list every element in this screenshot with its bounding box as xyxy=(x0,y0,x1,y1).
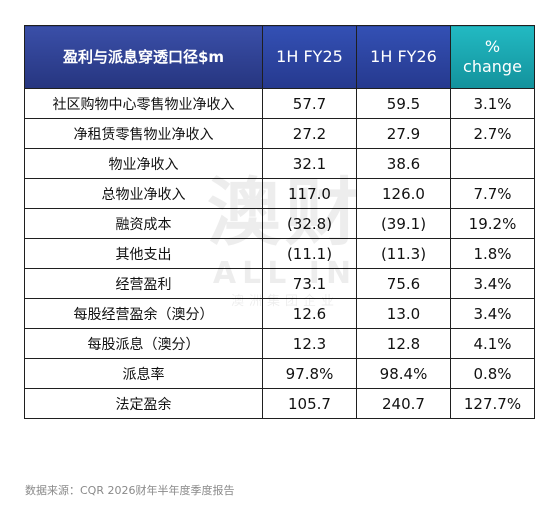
row-change: 4.1% xyxy=(450,328,535,359)
row-metric: 每股派息（澳分） xyxy=(24,328,263,359)
row-metric: 派息率 xyxy=(24,358,263,389)
row-metric: 净租赁零售物业净收入 xyxy=(24,118,263,149)
row-1h-fy25: 117.0 xyxy=(262,178,357,209)
row-1h-fy26: 12.8 xyxy=(356,328,451,359)
table-row: 总物业净收入 117.0 126.0 7.7% xyxy=(24,178,535,209)
header-1h-fy26: 1H FY26 xyxy=(356,25,451,89)
row-1h-fy25: 73.1 xyxy=(262,268,357,299)
row-1h-fy26: 98.4% xyxy=(356,358,451,389)
row-1h-fy25: 32.1 xyxy=(262,148,357,179)
row-change: 1.8% xyxy=(450,238,535,269)
header-metric: 盈利与派息穿透口径$m xyxy=(24,25,263,89)
row-1h-fy25: 12.3 xyxy=(262,328,357,359)
row-metric: 社区购物中心零售物业净收入 xyxy=(24,88,263,119)
row-1h-fy26: 75.6 xyxy=(356,268,451,299)
row-1h-fy26: 126.0 xyxy=(356,178,451,209)
row-1h-fy26: 59.5 xyxy=(356,88,451,119)
row-1h-fy26: 13.0 xyxy=(356,298,451,329)
row-1h-fy26: (11.3) xyxy=(356,238,451,269)
row-1h-fy25: (32.8) xyxy=(262,208,357,239)
row-change: 3.4% xyxy=(450,268,535,299)
table-row: 物业净收入 32.1 38.6 xyxy=(24,148,535,179)
row-change: 3.4% xyxy=(450,298,535,329)
row-1h-fy25: 105.7 xyxy=(262,388,357,419)
data-source-note: 数据来源：CQR 2026财年半年度季度报告 xyxy=(25,484,235,497)
earnings-table-wrapper: 盈利与派息穿透口径$m 1H FY25 1H FY26 % change 社区购… xyxy=(24,25,535,419)
row-change: 3.1% xyxy=(450,88,535,119)
row-1h-fy26: (39.1) xyxy=(356,208,451,239)
header-change-word: change xyxy=(463,57,522,76)
row-1h-fy26: 240.7 xyxy=(356,388,451,419)
table-row: 净租赁零售物业净收入 27.2 27.9 2.7% xyxy=(24,118,535,149)
row-metric: 总物业净收入 xyxy=(24,178,263,209)
row-1h-fy26: 27.9 xyxy=(356,118,451,149)
table-row: 每股经营盈余（澳分） 12.6 13.0 3.4% xyxy=(24,298,535,329)
row-metric: 物业净收入 xyxy=(24,148,263,179)
row-metric: 融资成本 xyxy=(24,208,263,239)
table-row: 派息率 97.8% 98.4% 0.8% xyxy=(24,358,535,389)
earnings-table: 盈利与派息穿透口径$m 1H FY25 1H FY26 % change 社区购… xyxy=(24,25,535,419)
table-row: 经营盈利 73.1 75.6 3.4% xyxy=(24,268,535,299)
table-header-row: 盈利与派息穿透口径$m 1H FY25 1H FY26 % change xyxy=(24,25,535,89)
row-change: 127.7% xyxy=(450,388,535,419)
table-row: 其他支出 (11.1) (11.3) 1.8% xyxy=(24,238,535,269)
row-change xyxy=(450,148,535,179)
row-metric: 每股经营盈余（澳分） xyxy=(24,298,263,329)
row-1h-fy26: 38.6 xyxy=(356,148,451,179)
row-metric: 经营盈利 xyxy=(24,268,263,299)
table-row: 法定盈余 105.7 240.7 127.7% xyxy=(24,388,535,419)
table-row: 融资成本 (32.8) (39.1) 19.2% xyxy=(24,208,535,239)
row-metric: 其他支出 xyxy=(24,238,263,269)
table-row: 社区购物中心零售物业净收入 57.7 59.5 3.1% xyxy=(24,88,535,119)
row-1h-fy25: 97.8% xyxy=(262,358,357,389)
row-1h-fy25: 27.2 xyxy=(262,118,357,149)
table-row: 每股派息（澳分） 12.3 12.8 4.1% xyxy=(24,328,535,359)
row-change: 0.8% xyxy=(450,358,535,389)
row-1h-fy25: 12.6 xyxy=(262,298,357,329)
row-metric: 法定盈余 xyxy=(24,388,263,419)
header-1h-fy25: 1H FY25 xyxy=(262,25,357,89)
row-change: 7.7% xyxy=(450,178,535,209)
row-1h-fy25: 57.7 xyxy=(262,88,357,119)
row-change: 19.2% xyxy=(450,208,535,239)
header-percent-change: % change xyxy=(450,25,535,89)
row-1h-fy25: (11.1) xyxy=(262,238,357,269)
row-change: 2.7% xyxy=(450,118,535,149)
header-change-symbol: % xyxy=(484,37,501,56)
